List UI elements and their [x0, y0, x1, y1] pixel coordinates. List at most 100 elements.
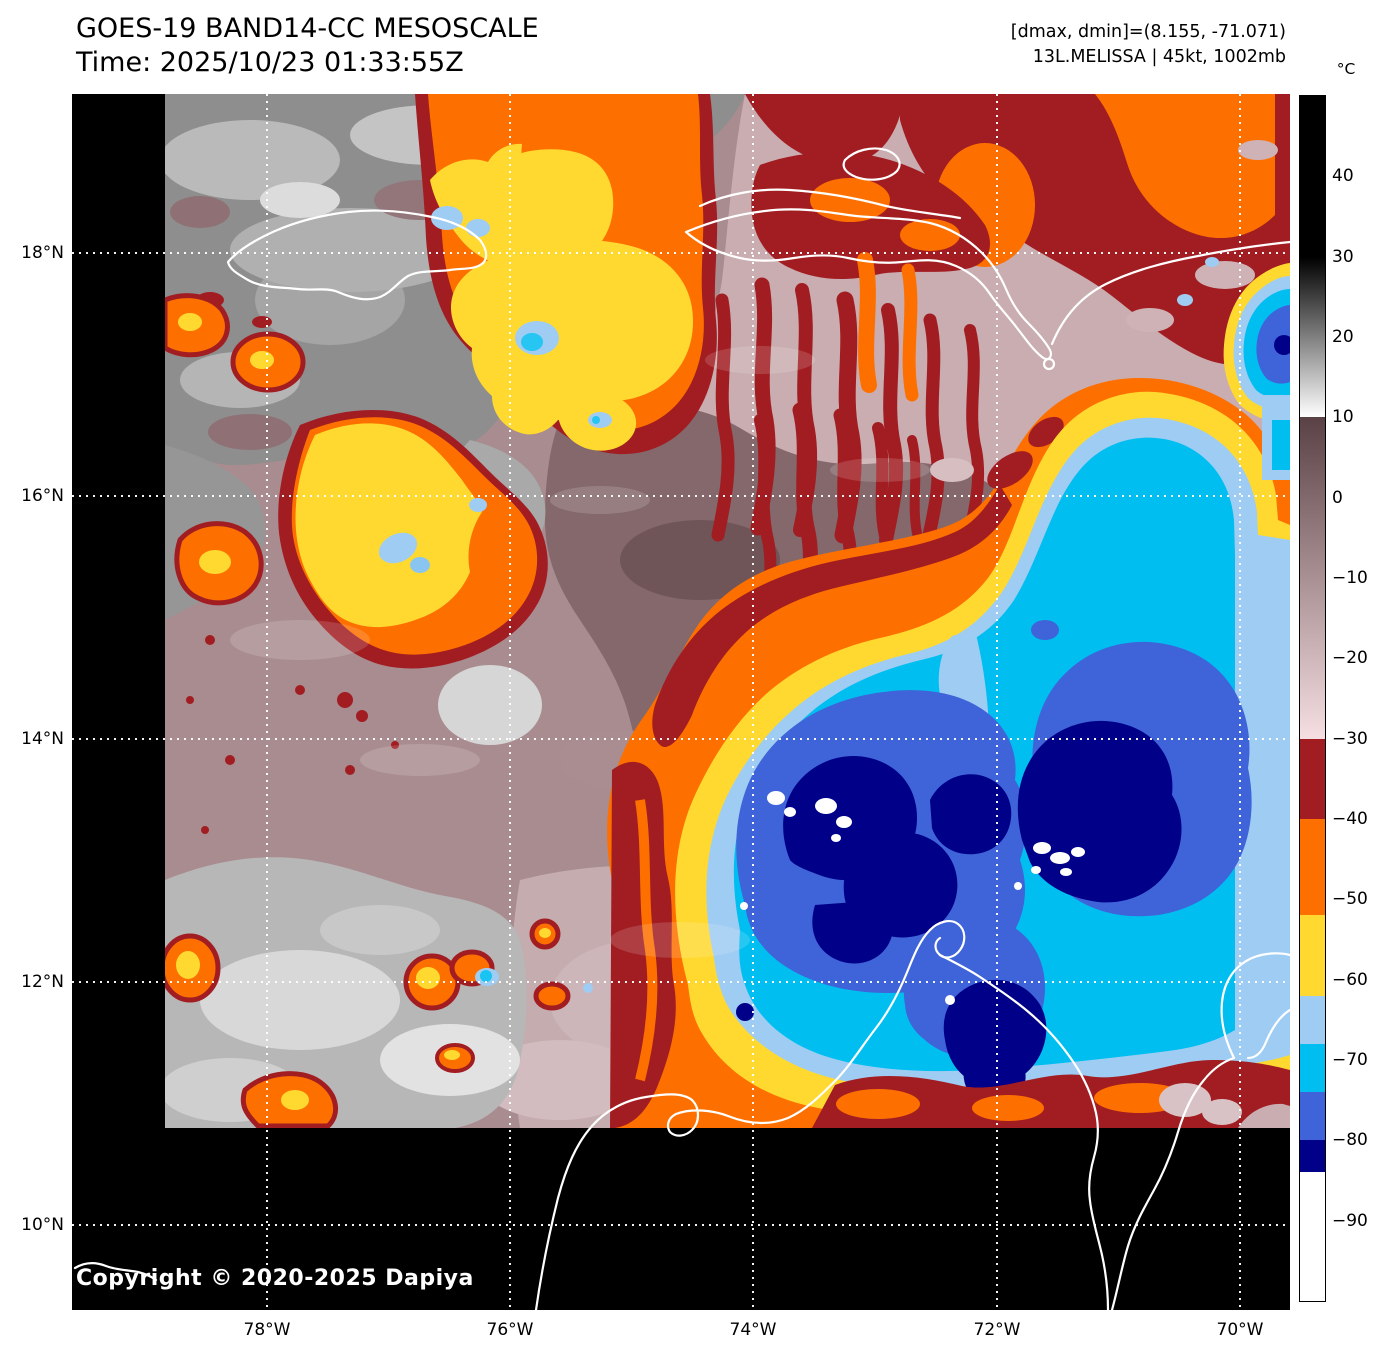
- imagery-shape: [635, 799, 658, 1082]
- imagery-shape: [1238, 140, 1278, 160]
- hispaniola-east-coastline: [1050, 240, 1290, 346]
- imagery-shape: [1031, 866, 1041, 874]
- imagery-shape: [186, 696, 194, 704]
- colorbar-tick-label: −90: [1332, 1210, 1368, 1231]
- colorbar-tick-label: −40: [1332, 809, 1368, 829]
- copyright-watermark: Copyright © 2020-2025 Dapiya: [76, 1266, 474, 1291]
- imagery-shape: [592, 416, 600, 424]
- imagery-shape: [836, 816, 852, 828]
- gridline-lon: [996, 94, 998, 1310]
- colorbar-tick-label: 0: [1332, 487, 1343, 508]
- lon-tick-label: 72°W: [973, 1320, 1021, 1340]
- colorbar-segment: [1300, 96, 1325, 257]
- imagery-shape: [199, 550, 231, 574]
- colorbar-segment: [1300, 417, 1325, 739]
- imagery-shape: [1195, 261, 1255, 289]
- jamaica-coastline: [226, 209, 488, 301]
- overshooting-tops: [740, 791, 1085, 1005]
- colorbar: [1299, 95, 1326, 1302]
- colorbar-tick-label: −60: [1332, 969, 1368, 990]
- colorbar-segment: [1300, 915, 1325, 996]
- imagery-shape: [620, 520, 780, 600]
- lon-tick-label: 76°W: [486, 1320, 534, 1340]
- imagery-shape: [1126, 308, 1174, 332]
- imagery-shape: [767, 791, 785, 805]
- lat-tick-label: 10°N: [21, 1215, 64, 1235]
- colorbar-tick-label: 30: [1332, 246, 1354, 267]
- imagery-shape: [857, 252, 919, 402]
- imagery-shape: [879, 303, 904, 547]
- colorbar-segment: [1300, 1172, 1325, 1301]
- imagery-shape: [652, 485, 1012, 747]
- imagery-shape: [165, 120, 340, 200]
- imagery-shape: [378, 532, 418, 564]
- colorbar-tick-label: −50: [1332, 889, 1368, 910]
- imagery-shape: [252, 316, 272, 328]
- imagery-shape: [356, 710, 368, 722]
- imagery-shape: [281, 1090, 309, 1110]
- imagery-shape: [539, 928, 551, 938]
- imagery-shape: [1095, 94, 1275, 239]
- colombia-coastline: [534, 920, 966, 1310]
- imagery-shape: [830, 458, 930, 482]
- colorbar-segment: [1300, 738, 1325, 819]
- colorbar-unit-label: °C: [1336, 60, 1356, 78]
- lon-tick-label: 78°W: [243, 1320, 291, 1340]
- imagery-shape: [492, 149, 614, 265]
- imagery-shape: [1202, 1099, 1242, 1125]
- cluster-12N: [403, 918, 571, 1011]
- imagery-shape: [745, 94, 905, 165]
- imagery-shape: [208, 414, 292, 450]
- imagery-shape: [945, 995, 955, 1005]
- imagery-shape: [410, 557, 430, 573]
- imagery-shape: [295, 685, 305, 695]
- colorbar-segment: [1300, 1140, 1325, 1173]
- imagery-shape: [170, 196, 230, 228]
- gridline-lon: [752, 94, 754, 1310]
- imagery-shape: [176, 951, 200, 979]
- imagery-shape: [225, 755, 235, 765]
- imagery-shape: [295, 423, 482, 628]
- convection-top-center: [415, 94, 718, 455]
- imagery-shape: [901, 263, 919, 402]
- imagery-shape: [337, 692, 353, 708]
- imagery-shape: [391, 741, 399, 749]
- red-speckles: [186, 635, 399, 834]
- lon-tick-label: 74°W: [729, 1320, 777, 1340]
- maracaibo-east-coastline: [1110, 1056, 1236, 1310]
- imagery-shape: [205, 635, 215, 645]
- satellite-imagery-layer: [165, 94, 1290, 1128]
- cold-blob-right-edge: [1223, 263, 1290, 480]
- imagery-shape: [740, 902, 748, 910]
- gridline-lat: [72, 1224, 1290, 1226]
- colorbar-segment: [1300, 819, 1325, 916]
- colorbar-tick-label: −70: [1332, 1050, 1368, 1070]
- imagery-shape: [466, 219, 490, 237]
- imagery-shape: [1033, 842, 1051, 854]
- imagery-shape: [972, 1095, 1044, 1121]
- coastlines: [73, 147, 1290, 1310]
- imagery-shape: [450, 239, 693, 435]
- guajira-venezuela-coastline: [938, 953, 1110, 1310]
- imagery-shape: [201, 826, 209, 834]
- imagery-shape: [1205, 257, 1219, 267]
- imagery-shape: [736, 1003, 754, 1021]
- imagery-shape: [810, 178, 890, 222]
- lat-tick-label: 18°N: [21, 243, 64, 263]
- colorbar-segment: [1300, 1092, 1325, 1141]
- storm-melissa: [607, 263, 1290, 1128]
- imagery-shape: [533, 981, 571, 1011]
- gridline-lat: [72, 252, 1290, 254]
- colorbar-tick-label: −10: [1332, 568, 1368, 588]
- imagery-shape: [444, 1050, 460, 1060]
- convection-center-left: [278, 409, 548, 669]
- imagery-shape: [345, 765, 355, 775]
- colorbar-segment: [1300, 995, 1325, 1044]
- imagery-shape: [836, 1089, 920, 1119]
- imagery-shape: [1238, 1103, 1290, 1128]
- imagery-shape: [416, 967, 440, 989]
- lon-tick-label: 70°W: [1216, 1320, 1264, 1340]
- imagery-shape: [1256, 305, 1290, 384]
- imagery-shape: [857, 252, 877, 393]
- gridline-lon: [1239, 94, 1241, 1310]
